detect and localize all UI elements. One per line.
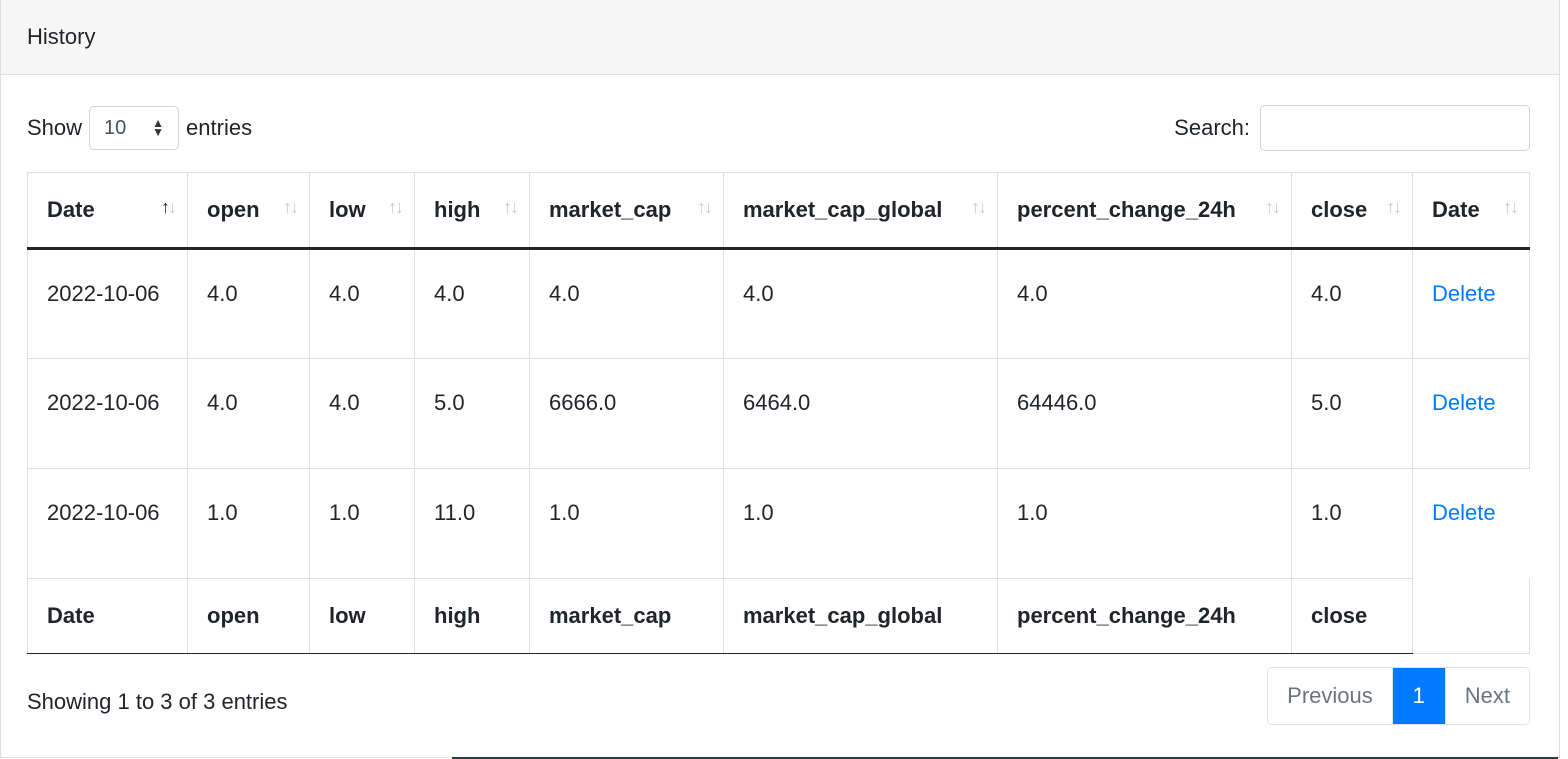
footer-column-empty [1412, 578, 1530, 654]
cell-market-cap-global: 4.0 [723, 248, 998, 359]
cell-open: 4.0 [187, 248, 310, 359]
footer-column-low: low [309, 578, 415, 654]
page-length-value: 10 [104, 116, 127, 139]
sort-arrows-icon: ↑↓ [1265, 197, 1281, 217]
cell-low: 4.0 [309, 358, 415, 469]
cell-high: 11.0 [414, 468, 530, 579]
cell-close: 1.0 [1291, 468, 1413, 579]
cell-date: 2022-10-06 [27, 468, 188, 579]
footer-column-close: close [1291, 578, 1413, 654]
sort-arrows-icon: ↑↓ [697, 197, 713, 217]
cell-percent-change-24h: 1.0 [997, 468, 1292, 579]
sort-arrows-icon: ↑↓ [1503, 197, 1519, 217]
sort-arrows-icon: ↑↓ [161, 197, 177, 217]
updown-caret-icon: ▲ ▼ [152, 116, 165, 139]
page-length-select[interactable]: 10 ▲ ▼ [89, 106, 180, 150]
column-header-action-date[interactable]: Date ↑↓ [1412, 172, 1530, 250]
cell-market-cap: 6666.0 [529, 358, 724, 469]
page-1-button[interactable]: 1 [1392, 668, 1445, 724]
card-title: History [27, 24, 96, 49]
column-header-open[interactable]: open ↑↓ [187, 172, 310, 250]
sort-arrows-icon: ↑↓ [388, 197, 404, 217]
cell-close: 5.0 [1291, 358, 1413, 469]
sort-arrows-icon: ↑↓ [283, 197, 299, 217]
cell-open: 1.0 [187, 468, 310, 579]
cell-high: 4.0 [414, 248, 530, 359]
cell-action: Delete [1412, 248, 1530, 359]
column-header-market-cap[interactable]: market_cap ↑↓ [529, 172, 724, 250]
history-table: Date ↑↓ open ↑↓ low ↑↓ high ↑↓ market_ca… [27, 172, 1530, 654]
cell-high: 5.0 [414, 358, 530, 469]
search-control: Search: [1174, 105, 1530, 151]
cell-action: Delete [1412, 468, 1530, 579]
pagination: Previous 1 Next [1267, 667, 1530, 725]
search-input[interactable] [1260, 105, 1530, 151]
column-header-percent-change-24h[interactable]: percent_change_24h ↑↓ [997, 172, 1292, 250]
column-header-market-cap-global[interactable]: market_cap_global ↑↓ [723, 172, 998, 250]
table-footer-row: Date open low high market_cap market_cap… [27, 578, 1530, 654]
cell-market-cap: 1.0 [529, 468, 724, 579]
column-header-high[interactable]: high ↑↓ [414, 172, 530, 250]
sort-arrows-icon: ↑↓ [503, 197, 519, 217]
column-header-low[interactable]: low ↑↓ [309, 172, 415, 250]
next-page-button[interactable]: Next [1444, 668, 1529, 724]
table-controls: Show 10 ▲ ▼ entries Search: [27, 104, 1530, 152]
cell-market-cap-global: 6464.0 [723, 358, 998, 469]
cell-close: 4.0 [1291, 248, 1413, 359]
column-header-date[interactable]: Date ↑↓ [27, 172, 188, 250]
cell-market-cap-global: 1.0 [723, 468, 998, 579]
cell-open: 4.0 [187, 358, 310, 469]
delete-link[interactable]: Delete [1432, 390, 1496, 415]
table-row: 2022-10-06 4.0 4.0 5.0 6666.0 6464.0 644… [27, 358, 1530, 469]
cell-market-cap: 4.0 [529, 248, 724, 359]
delete-link[interactable]: Delete [1432, 281, 1496, 306]
page-length-control: Show 10 ▲ ▼ entries [27, 106, 252, 150]
footer-column-high: high [414, 578, 530, 654]
sort-arrows-icon: ↑↓ [971, 197, 987, 217]
footer-column-market-cap-global: market_cap_global [723, 578, 998, 654]
sort-arrows-icon: ↑↓ [1386, 197, 1402, 217]
cell-low: 4.0 [309, 248, 415, 359]
bottom-divider [452, 757, 1558, 759]
cell-action: Delete [1412, 358, 1530, 469]
show-label: Show [27, 115, 83, 140]
cell-date: 2022-10-06 [27, 358, 188, 469]
cell-low: 1.0 [309, 468, 415, 579]
footer-column-date: Date [27, 578, 188, 654]
footer-column-open: open [187, 578, 310, 654]
cell-percent-change-24h: 4.0 [997, 248, 1292, 359]
footer-column-market-cap: market_cap [529, 578, 724, 654]
column-header-close[interactable]: close ↑↓ [1291, 172, 1413, 250]
cell-percent-change-24h: 64446.0 [997, 358, 1292, 469]
table-row: 2022-10-06 4.0 4.0 4.0 4.0 4.0 4.0 4.0 D… [27, 248, 1530, 359]
table-row: 2022-10-06 1.0 1.0 11.0 1.0 1.0 1.0 1.0 … [27, 468, 1530, 579]
footer-column-percent-change-24h: percent_change_24h [997, 578, 1292, 654]
table-header-row: Date ↑↓ open ↑↓ low ↑↓ high ↑↓ market_ca… [27, 172, 1530, 250]
card-header: History [1, 0, 1559, 75]
search-label: Search: [1174, 115, 1250, 140]
entries-label: entries [186, 115, 253, 140]
table-info: Showing 1 to 3 of 3 entries [27, 689, 288, 714]
delete-link[interactable]: Delete [1432, 500, 1496, 525]
previous-page-button[interactable]: Previous [1268, 668, 1393, 724]
cell-date: 2022-10-06 [27, 248, 188, 359]
